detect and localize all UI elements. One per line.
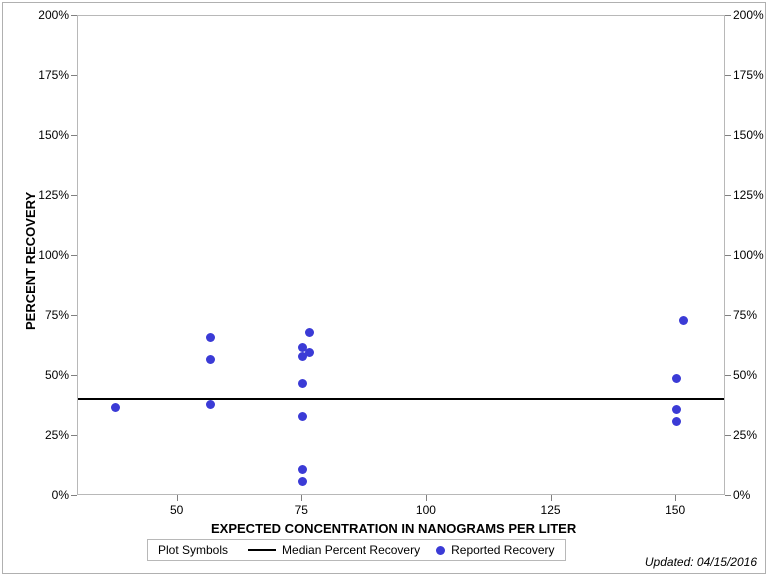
data-point: [298, 465, 307, 474]
y-tick-label: 150%: [733, 128, 768, 142]
data-point: [206, 355, 215, 364]
y-tick-mark: [71, 15, 77, 16]
y-tick-label: 175%: [29, 68, 69, 82]
y-tick-mark: [725, 75, 731, 76]
y-tick-label: 50%: [733, 368, 768, 382]
y-tick-mark: [725, 15, 731, 16]
median-line: [78, 398, 724, 400]
x-tick-label: 50: [170, 503, 183, 517]
y-tick-label: 200%: [733, 8, 768, 22]
x-tick-label: 125: [541, 503, 561, 517]
legend-item: Reported Recovery: [436, 543, 554, 557]
legend-item-label: Median Percent Recovery: [282, 543, 420, 557]
data-point: [298, 379, 307, 388]
y-tick-mark: [725, 255, 731, 256]
y-tick-label: 125%: [29, 188, 69, 202]
data-point: [206, 400, 215, 409]
y-tick-mark: [71, 375, 77, 376]
y-tick-mark: [725, 375, 731, 376]
x-axis-label: EXPECTED CONCENTRATION IN NANOGRAMS PER …: [211, 521, 576, 536]
y-tick-mark: [71, 195, 77, 196]
y-tick-mark: [71, 75, 77, 76]
data-point: [298, 477, 307, 486]
y-tick-mark: [725, 195, 731, 196]
legend-dot-swatch: [436, 546, 445, 555]
y-tick-label: 75%: [733, 308, 768, 322]
y-tick-mark: [725, 495, 731, 496]
x-tick-mark: [675, 495, 676, 501]
y-tick-label: 25%: [733, 428, 768, 442]
x-tick-mark: [301, 495, 302, 501]
legend-line-swatch: [248, 549, 276, 551]
y-tick-mark: [71, 135, 77, 136]
y-tick-label: 200%: [29, 8, 69, 22]
y-tick-label: 50%: [29, 368, 69, 382]
y-tick-label: 150%: [29, 128, 69, 142]
y-tick-mark: [725, 135, 731, 136]
legend-item-label: Reported Recovery: [451, 543, 554, 557]
x-tick-label: 100: [416, 503, 436, 517]
y-tick-label: 125%: [733, 188, 768, 202]
chart-container: PERCENT RECOVERY EXPECTED CONCENTRATION …: [2, 2, 766, 574]
legend: Plot Symbols Median Percent Recovery Repo…: [147, 539, 566, 561]
legend-title: Plot Symbols: [158, 543, 228, 557]
x-tick-mark: [426, 495, 427, 501]
y-tick-mark: [725, 315, 731, 316]
y-tick-label: 25%: [29, 428, 69, 442]
y-tick-label: 175%: [733, 68, 768, 82]
y-tick-mark: [71, 255, 77, 256]
plot-area: [77, 15, 725, 495]
y-tick-mark: [71, 435, 77, 436]
data-point: [206, 333, 215, 342]
data-point: [298, 412, 307, 421]
data-point: [672, 405, 681, 414]
data-point: [672, 374, 681, 383]
y-tick-label: 0%: [29, 488, 69, 502]
data-point: [305, 348, 314, 357]
y-tick-label: 75%: [29, 308, 69, 322]
y-tick-mark: [725, 435, 731, 436]
y-tick-mark: [71, 495, 77, 496]
y-tick-label: 100%: [29, 248, 69, 262]
data-point: [672, 417, 681, 426]
data-point: [679, 316, 688, 325]
updated-text: Updated: 04/15/2016: [645, 555, 757, 569]
x-tick-mark: [177, 495, 178, 501]
legend-item: Median Percent Recovery: [248, 543, 420, 557]
x-tick-label: 150: [665, 503, 685, 517]
y-tick-label: 0%: [733, 488, 768, 502]
y-tick-mark: [71, 315, 77, 316]
y-tick-label: 100%: [733, 248, 768, 262]
data-point: [305, 328, 314, 337]
x-tick-mark: [551, 495, 552, 501]
data-point: [111, 403, 120, 412]
x-tick-label: 75: [295, 503, 308, 517]
